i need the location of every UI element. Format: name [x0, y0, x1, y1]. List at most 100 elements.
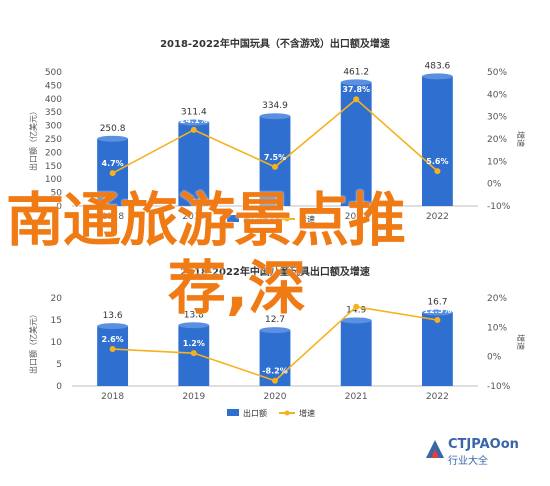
x-tick-label: 2022: [426, 212, 449, 222]
bar: [97, 326, 129, 386]
y2-tick-label: -10%: [487, 202, 511, 212]
x-tick-label: 2020: [264, 212, 287, 222]
growth-point: [190, 126, 197, 133]
y-tick-label: 250: [45, 135, 62, 145]
y-tick-label: 200: [45, 148, 62, 158]
x-tick-label: 2018: [101, 392, 124, 402]
y2-axis-title: 增速: [516, 334, 526, 350]
legend-line-label: 增速: [299, 214, 315, 224]
growth-value-label: 7.5%: [264, 153, 286, 162]
legend-bar-swatch: [227, 409, 239, 416]
y2-tick-label: 30%: [487, 113, 507, 123]
y-tick-label: 50: [51, 189, 63, 199]
growth-point: [434, 168, 441, 175]
y-tick-label: 5: [56, 360, 62, 370]
y-tick-label: 300: [45, 122, 62, 132]
bar-cap: [178, 119, 210, 126]
growth-point: [109, 170, 116, 177]
y2-tick-label: 20%: [487, 294, 507, 304]
x-tick-label: 2019: [182, 212, 205, 222]
y-tick-label: 150: [45, 162, 62, 172]
chart-title: 2018-2022年中国玩具（不含游戏）出口额及增速: [160, 37, 390, 50]
y2-tick-label: 10%: [487, 157, 507, 167]
y2-axis-title: 增速: [516, 131, 526, 147]
y2-tick-label: 40%: [487, 90, 507, 100]
bar-cap: [259, 113, 291, 120]
y-tick-label: 450: [45, 81, 62, 91]
y-tick-label: 350: [45, 108, 62, 118]
chart-title: 2018-2022年中国儿童玩具出口额及增速: [180, 265, 370, 278]
y2-tick-label: 0%: [487, 353, 502, 363]
bar-value-label: 250.8: [100, 124, 126, 134]
bar-value-label: 334.9: [262, 101, 288, 111]
bar-cap: [421, 309, 453, 316]
growth-value-label: -8.2%: [262, 367, 288, 376]
bar-value-label: 12.7: [265, 315, 285, 325]
y2-tick-label: -10%: [487, 382, 511, 392]
bar-value-label: 16.7: [427, 298, 447, 308]
bar: [421, 76, 453, 206]
y2-tick-label: 0%: [487, 180, 502, 190]
chart-1: 2018-2022年中国玩具（不含游戏）出口额及增速 0 50 100 150 200 25…: [28, 37, 526, 224]
growth-point: [434, 317, 441, 323]
y-tick-label: 100: [45, 175, 62, 185]
growth-value-label: 37.8%: [342, 85, 370, 94]
bar: [340, 320, 372, 386]
growth-point: [109, 346, 116, 353]
legend-bar-label: 出口额: [243, 214, 267, 224]
growth-point: [190, 350, 197, 357]
bar-cap: [97, 135, 129, 142]
y-tick-label: 500: [45, 68, 62, 78]
x-tick-label: 2021: [345, 392, 368, 402]
x-tick-label: 2019: [182, 392, 205, 402]
growth-value-label: 12.5%: [424, 306, 452, 315]
bar: [178, 122, 210, 206]
bar-value-label: 311.4: [181, 108, 207, 118]
y2-tick-label: 50%: [487, 68, 507, 78]
growth-point: [353, 303, 360, 310]
legend-bar-label: 出口额: [243, 408, 267, 418]
legend-bar-swatch: [227, 215, 239, 222]
x-tick-label: 2018: [101, 212, 124, 222]
growth-point: [272, 377, 278, 384]
legend-line-label: 增速: [299, 408, 315, 418]
y-tick-label: 15: [51, 316, 62, 326]
bar-value-label: 483.6: [425, 61, 451, 71]
chart-2: 2018-2022年中国儿童玩具出口额及增速 0 5 10 15 20 -10% 0% 10% 2…: [28, 265, 526, 418]
growth-point: [272, 163, 278, 170]
y-tick-label: 20: [51, 294, 63, 304]
bar-cap: [259, 327, 291, 334]
x-tick-label: 2021: [345, 212, 368, 222]
growth-value-label: 4.7%: [102, 159, 124, 168]
bar-value-label: 13.8: [184, 310, 204, 320]
y-axis-title: 出口额（亿美元）: [28, 107, 38, 171]
legend-line-marker: [284, 410, 290, 416]
bar-value-label: 13.6: [103, 311, 123, 321]
growth-value-label: 24.1%: [180, 116, 208, 125]
growth-value-label: 17.0%: [342, 293, 370, 302]
growth-point: [353, 96, 360, 103]
bar-cap: [178, 322, 210, 329]
bar-cap: [340, 317, 372, 324]
y-tick-label: 0: [56, 202, 62, 212]
legend-line-marker: [284, 216, 290, 222]
y-axis-title: 出口额（亿美元）: [28, 310, 38, 374]
bar-value-label: 14.9: [346, 305, 366, 315]
growth-value-label: 2.6%: [102, 335, 124, 344]
bar-cap: [421, 73, 453, 80]
bar-cap: [340, 79, 372, 86]
y-tick-label: 0: [56, 382, 62, 392]
bar-value-label: 461.2: [343, 67, 369, 77]
bar: [340, 82, 372, 206]
y-tick-label: 10: [51, 338, 63, 348]
bar: [259, 116, 291, 206]
bar: [421, 312, 453, 386]
x-tick-label: 2022: [426, 392, 449, 402]
y-tick-label: 400: [45, 95, 62, 105]
y2-tick-label: 20%: [487, 135, 507, 145]
growth-value-label: 1.2%: [183, 339, 205, 348]
y2-tick-label: 10%: [487, 323, 507, 333]
bar-cap: [97, 323, 129, 330]
growth-value-label: 5.6%: [426, 157, 448, 166]
